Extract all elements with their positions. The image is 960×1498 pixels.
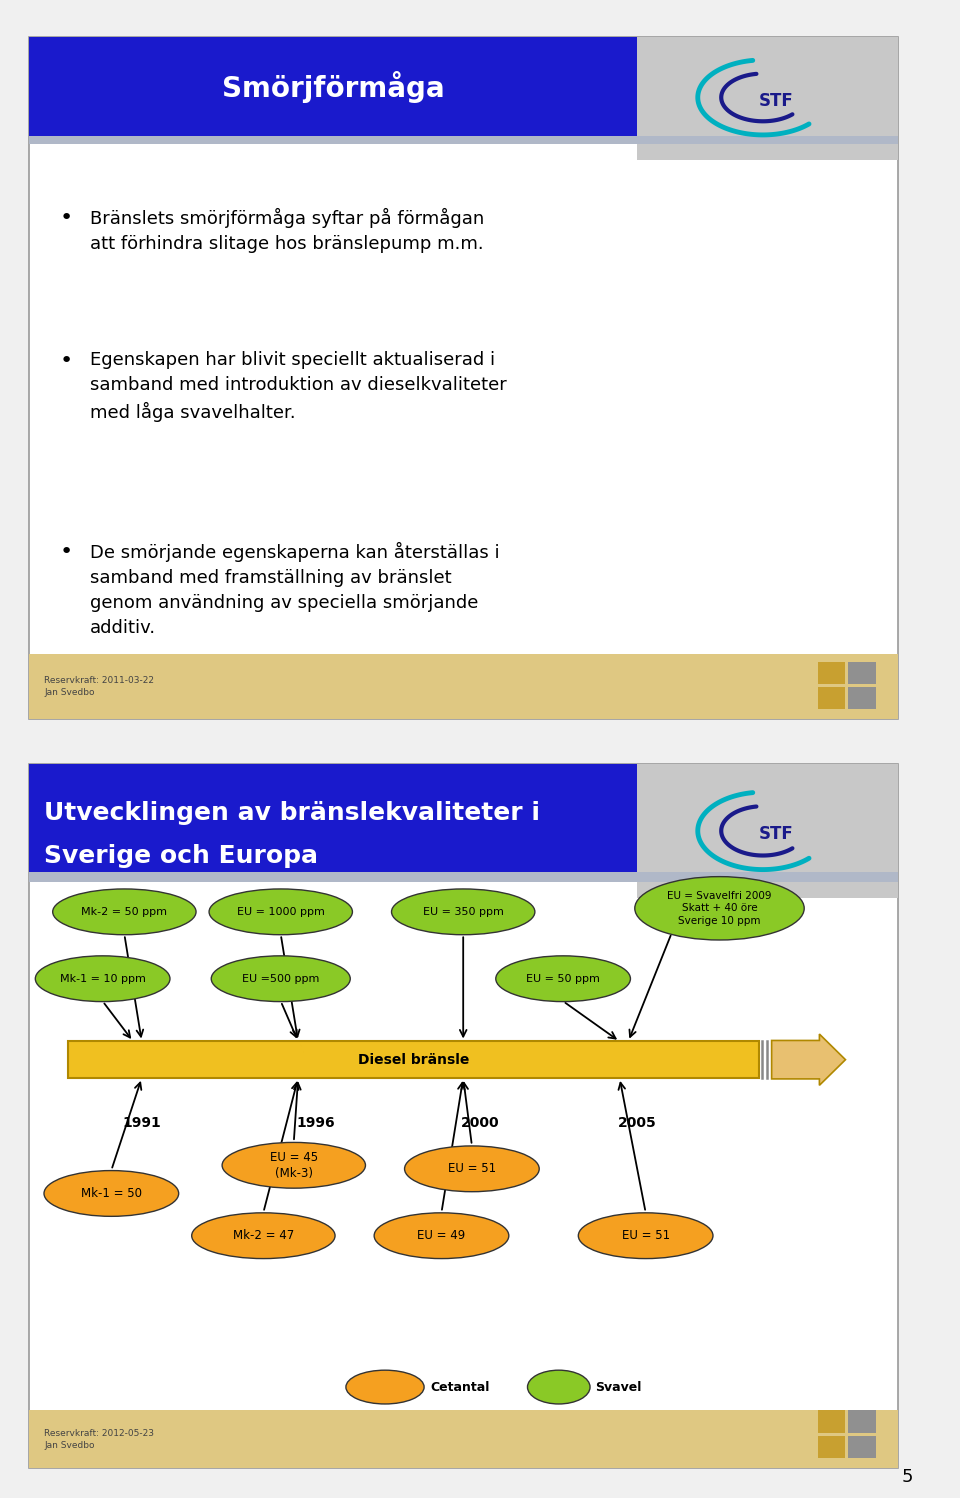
Ellipse shape xyxy=(404,1146,540,1192)
Text: EU = 49: EU = 49 xyxy=(418,1230,466,1242)
FancyBboxPatch shape xyxy=(636,37,898,160)
Text: Svavel: Svavel xyxy=(595,1381,641,1393)
Ellipse shape xyxy=(495,956,631,1002)
Text: •: • xyxy=(60,208,72,228)
FancyBboxPatch shape xyxy=(818,688,846,709)
FancyBboxPatch shape xyxy=(848,688,876,709)
Ellipse shape xyxy=(36,956,170,1002)
Text: Cetantal: Cetantal xyxy=(430,1381,490,1393)
Text: Mk-2 = 47: Mk-2 = 47 xyxy=(232,1230,294,1242)
Ellipse shape xyxy=(374,1213,509,1258)
FancyBboxPatch shape xyxy=(818,662,846,683)
Text: Diesel bränsle: Diesel bränsle xyxy=(357,1053,468,1067)
Text: 2000: 2000 xyxy=(461,1116,500,1129)
FancyBboxPatch shape xyxy=(848,1435,876,1458)
Ellipse shape xyxy=(527,1371,590,1404)
FancyBboxPatch shape xyxy=(29,764,898,1468)
Ellipse shape xyxy=(222,1143,366,1188)
Text: •: • xyxy=(60,351,72,372)
Ellipse shape xyxy=(209,888,352,935)
Ellipse shape xyxy=(53,888,196,935)
Ellipse shape xyxy=(192,1213,335,1258)
FancyBboxPatch shape xyxy=(29,136,898,144)
FancyBboxPatch shape xyxy=(29,764,636,873)
FancyBboxPatch shape xyxy=(848,662,876,683)
Text: Egenskapen har blivit speciellt aktualiserad i
samband med introduktion av diese: Egenskapen har blivit speciellt aktualis… xyxy=(89,351,506,422)
Text: Smörjförmåga: Smörjförmåga xyxy=(222,72,444,103)
Text: Reservkraft: 2012-05-23
Jan Svedbo: Reservkraft: 2012-05-23 Jan Svedbo xyxy=(44,1429,155,1450)
Text: EU = 350 ppm: EU = 350 ppm xyxy=(422,906,504,917)
Text: 1996: 1996 xyxy=(297,1116,335,1129)
Text: De smörjande egenskaperna kan återställas i
samband med framställning av bränsle: De smörjande egenskaperna kan återställa… xyxy=(89,542,499,637)
Text: Bränslets smörjförmåga syftar på förmågan
att förhindra slitage hos bränslepump : Bränslets smörjförmåga syftar på förmåga… xyxy=(89,208,484,253)
Ellipse shape xyxy=(578,1213,713,1258)
Text: Mk-1 = 50: Mk-1 = 50 xyxy=(81,1186,142,1200)
Text: EU = 51: EU = 51 xyxy=(447,1162,496,1176)
Text: EU = 51: EU = 51 xyxy=(621,1230,670,1242)
Ellipse shape xyxy=(346,1371,424,1404)
Text: EU =500 ppm: EU =500 ppm xyxy=(242,974,320,984)
Text: Sverige och Europa: Sverige och Europa xyxy=(44,843,319,867)
Ellipse shape xyxy=(635,876,804,941)
Text: EU = 50 ppm: EU = 50 ppm xyxy=(526,974,600,984)
FancyBboxPatch shape xyxy=(29,872,898,881)
Text: EU = 45
(Mk-3): EU = 45 (Mk-3) xyxy=(270,1150,318,1180)
FancyBboxPatch shape xyxy=(68,1041,758,1079)
Ellipse shape xyxy=(44,1170,179,1216)
Text: Reservkraft: 2011-03-22
Jan Svedbo: Reservkraft: 2011-03-22 Jan Svedbo xyxy=(44,676,155,697)
Ellipse shape xyxy=(211,956,350,1002)
Text: EU = Svavelfri 2009
Skatt + 40 öre
Sverige 10 ppm: EU = Svavelfri 2009 Skatt + 40 öre Sveri… xyxy=(667,891,772,926)
Ellipse shape xyxy=(392,888,535,935)
FancyArrow shape xyxy=(772,1034,846,1086)
Text: Mk-2 = 50 ppm: Mk-2 = 50 ppm xyxy=(82,906,167,917)
Text: 1991: 1991 xyxy=(122,1116,161,1129)
Text: STF: STF xyxy=(758,91,793,109)
FancyBboxPatch shape xyxy=(848,1410,876,1432)
FancyBboxPatch shape xyxy=(818,1435,846,1458)
Text: •: • xyxy=(60,542,72,562)
FancyBboxPatch shape xyxy=(29,1410,898,1468)
Text: 2005: 2005 xyxy=(617,1116,657,1129)
Text: Utvecklingen av bränslekvaliteter i: Utvecklingen av bränslekvaliteter i xyxy=(44,801,540,825)
FancyBboxPatch shape xyxy=(818,1410,846,1432)
FancyBboxPatch shape xyxy=(29,37,636,136)
FancyBboxPatch shape xyxy=(636,764,898,897)
FancyBboxPatch shape xyxy=(29,655,898,719)
Text: Mk-1 = 10 ppm: Mk-1 = 10 ppm xyxy=(60,974,146,984)
Text: STF: STF xyxy=(758,825,793,843)
Text: EU = 1000 ppm: EU = 1000 ppm xyxy=(237,906,324,917)
FancyBboxPatch shape xyxy=(29,37,898,719)
Text: 5: 5 xyxy=(901,1468,913,1486)
